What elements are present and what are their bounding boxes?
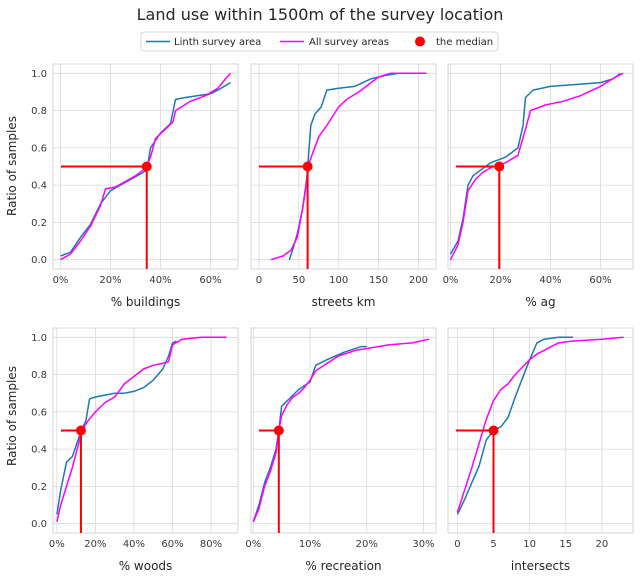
series-all-line bbox=[270, 72, 427, 261]
x-tick-label: 0 bbox=[454, 539, 460, 550]
x-tick-label: 80% bbox=[200, 539, 222, 550]
x-axis-label: streets km bbox=[312, 295, 376, 309]
x-tick-label: 0% bbox=[53, 275, 69, 286]
x-tick-label: 20% bbox=[84, 539, 106, 550]
x-tick-label: 20% bbox=[99, 275, 121, 286]
subplots: 0.0 0.2 0.4 0.6 0.8 1.0 0% 20% 40% 60% % buildings… bbox=[31, 63, 634, 573]
x-tick-label: 0% bbox=[443, 275, 459, 286]
legend-linth-label: Linth survey area bbox=[174, 37, 261, 48]
y-tick-label: 0.2 bbox=[31, 218, 47, 229]
subplot-3: 0% 20% 40% 60% % ag bbox=[443, 63, 634, 309]
x-tick-label: 10% bbox=[299, 539, 321, 550]
y-tick-label: 1.0 bbox=[31, 69, 47, 80]
y-tick-label: 0.0 bbox=[31, 519, 47, 530]
legend-median-label: the median bbox=[436, 37, 493, 48]
x-tick-label: 30% bbox=[412, 539, 434, 550]
median-point bbox=[75, 425, 86, 436]
x-tick-label: 0 bbox=[256, 275, 262, 286]
x-tick-label: 10 bbox=[523, 539, 536, 550]
median-point bbox=[494, 161, 505, 172]
x-tick-label: 5 bbox=[490, 539, 496, 550]
x-axis-label: % ag bbox=[525, 295, 555, 309]
series-linth-line bbox=[449, 72, 621, 255]
x-tick-label: 20 bbox=[596, 539, 609, 550]
subplot-6: 0 5 10 15 20 intersects bbox=[447, 327, 634, 573]
series-linth-line bbox=[456, 336, 573, 515]
series-all-line bbox=[252, 338, 430, 523]
x-tick-label: 200 bbox=[409, 275, 428, 286]
y-axis-label-bottom: Ratio of samples bbox=[5, 366, 19, 466]
x-tick-label: 40% bbox=[539, 275, 561, 286]
series-linth-line bbox=[60, 81, 231, 257]
y-tick-label: 0.4 bbox=[31, 445, 47, 456]
series-all-line bbox=[449, 72, 624, 261]
legend-all-label: All survey areas bbox=[309, 37, 389, 48]
x-tick-label: 50 bbox=[292, 275, 305, 286]
x-tick-label: 100 bbox=[329, 275, 348, 286]
y-tick-label: 0.8 bbox=[31, 370, 47, 381]
median-point bbox=[273, 425, 284, 436]
series-linth-line bbox=[252, 345, 367, 523]
series-linth-line bbox=[56, 340, 177, 515]
x-tick-label: 0% bbox=[245, 539, 261, 550]
x-tick-label: 15 bbox=[559, 539, 572, 550]
y-tick-label: 1.0 bbox=[31, 333, 47, 344]
subplot-1: 0.0 0.2 0.4 0.6 0.8 1.0 0% 20% 40% 60% % buildings bbox=[31, 63, 239, 309]
x-tick-label: 40% bbox=[149, 275, 171, 286]
x-tick-label: 20% bbox=[356, 539, 378, 550]
x-tick-label: 60% bbox=[589, 275, 611, 286]
y-tick-label: 0.6 bbox=[31, 407, 47, 418]
x-tick-label: 60% bbox=[161, 539, 183, 550]
subplot-2: 0 50 100 150 200 streets km bbox=[250, 63, 437, 309]
y-tick-label: 0.4 bbox=[31, 181, 47, 192]
x-tick-label: 60% bbox=[199, 275, 221, 286]
y-tick-label: 0.2 bbox=[31, 482, 47, 493]
subplot-4: 0.0 0.2 0.4 0.6 0.8 1.0 0% 20% 40% 60% 80% % woods bbox=[31, 327, 239, 573]
x-tick-label: 0% bbox=[49, 539, 65, 550]
legend-box bbox=[140, 31, 499, 52]
legend-median-swatch bbox=[415, 36, 425, 47]
subplot-5: 0% 10% 20% 30% % recreation bbox=[245, 327, 437, 573]
x-axis-label: intersects bbox=[511, 559, 570, 573]
series-all-line bbox=[456, 336, 624, 513]
y-tick-label: 0.6 bbox=[31, 143, 47, 154]
x-axis-label: % recreation bbox=[305, 559, 381, 573]
median-point bbox=[302, 161, 313, 172]
median-point bbox=[141, 161, 152, 172]
x-tick-label: 20% bbox=[489, 275, 511, 286]
y-axis-label-top: Ratio of samples bbox=[5, 116, 19, 216]
x-tick-label: 40% bbox=[123, 539, 145, 550]
y-tick-label: 0.8 bbox=[31, 106, 47, 117]
x-axis-label: % woods bbox=[119, 559, 173, 573]
legend: Linth survey area All survey areas the m… bbox=[140, 31, 499, 52]
x-tick-label: 150 bbox=[369, 275, 388, 286]
figure-title: Land use within 1500m of the survey loca… bbox=[137, 5, 504, 24]
y-tick-label: 0.0 bbox=[31, 255, 47, 266]
series-all-line bbox=[56, 336, 227, 522]
median-point bbox=[488, 425, 499, 436]
x-axis-label: % buildings bbox=[111, 295, 181, 309]
